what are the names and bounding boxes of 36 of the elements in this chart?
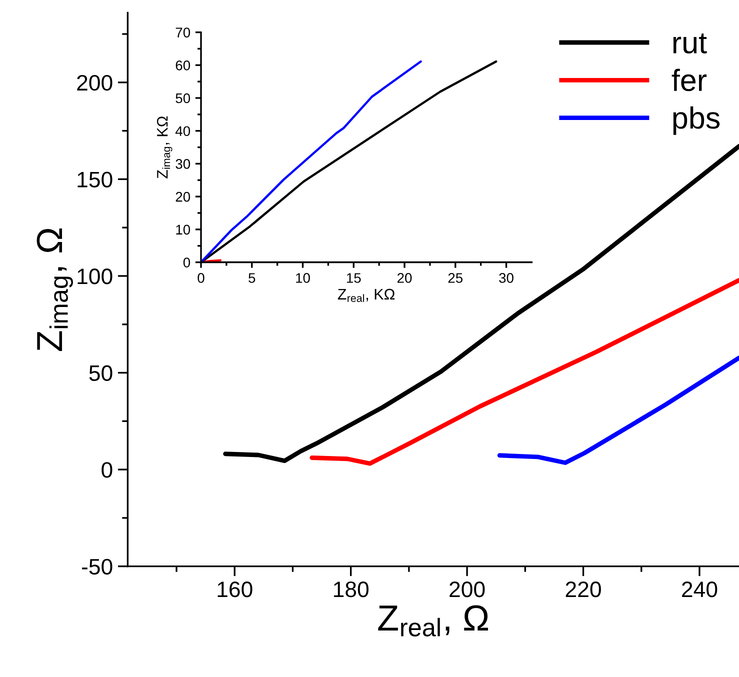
line-series <box>497 356 739 465</box>
y-tick-label: 10 <box>176 224 190 235</box>
y-tick-label: 40 <box>175 126 190 136</box>
y-tick-label: 50 <box>89 365 112 382</box>
y-tick-label: 20 <box>176 192 190 202</box>
y-axis-title: Z$_{imag}$, KΩ <box>156 116 172 178</box>
line-series <box>223 144 739 464</box>
x-tick-label: 20 <box>397 273 412 283</box>
y-axis-title: Z$_{imag}$, Ω <box>36 228 73 352</box>
x-tick-label: 25 <box>448 273 463 283</box>
x-tick-label: 240 <box>682 581 718 598</box>
y-tick-label: 50 <box>176 93 190 104</box>
x-tick-label: 30 <box>499 273 514 283</box>
y-tick-label: 100 <box>78 268 112 284</box>
y-tick-label: 0 <box>183 258 190 268</box>
y-tick-label: 70 <box>176 28 190 38</box>
y-tick-label: -50 <box>82 558 112 575</box>
x-tick-label: 180 <box>334 581 369 598</box>
x-tick-label: 15 <box>346 273 361 283</box>
x-axis-title: Z$_{real}$, Ω <box>378 605 488 636</box>
y-tick-label: 200 <box>77 74 112 91</box>
line-series <box>201 60 422 262</box>
y-tick-label: 150 <box>78 172 112 188</box>
y-tick-label: 0 <box>102 462 112 478</box>
legend-label: fer <box>672 68 707 92</box>
legend-label: pbs <box>673 106 720 135</box>
x-tick-label: 160 <box>218 581 252 598</box>
x-tick-label: 200 <box>450 581 485 598</box>
x-tick-label: 5 <box>248 273 256 283</box>
x-tick-label: 10 <box>296 273 310 283</box>
x-axis-title: Z$_{real}$, KΩ <box>338 288 395 302</box>
y-tick-label: 60 <box>176 60 190 70</box>
x-tick-label: 0 <box>198 273 204 283</box>
legend-label: rut <box>673 33 707 54</box>
x-tick-label: 220 <box>566 581 601 598</box>
y-tick-label: 30 <box>176 159 190 169</box>
